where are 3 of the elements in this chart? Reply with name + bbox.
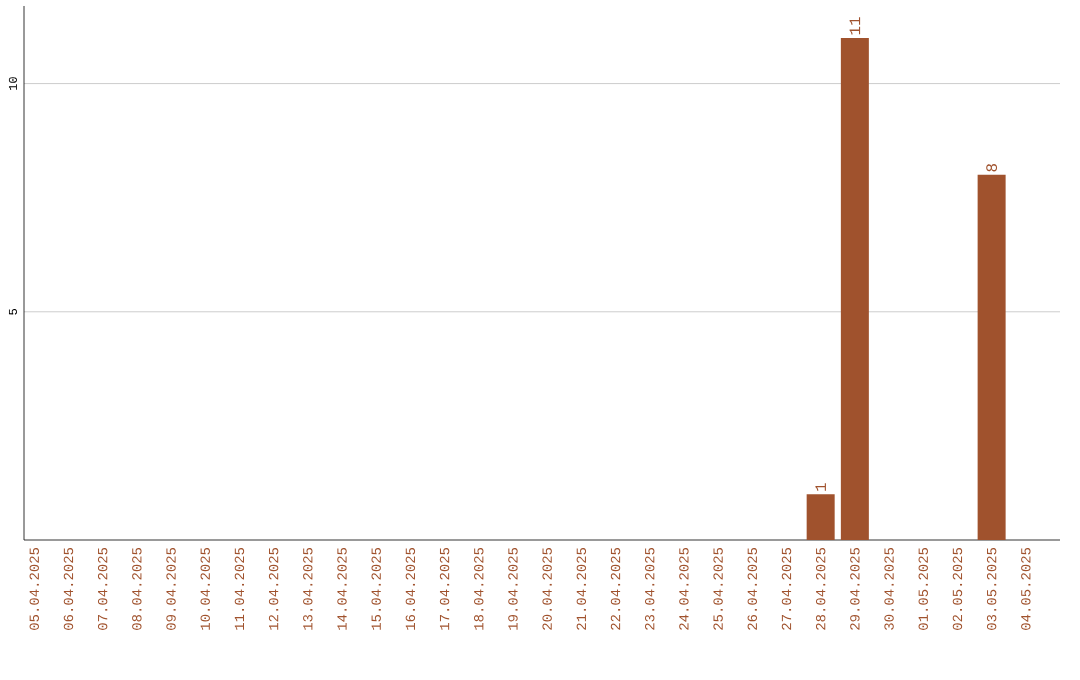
bar — [977, 174, 1006, 540]
bar — [840, 37, 869, 540]
bar — [806, 494, 835, 540]
